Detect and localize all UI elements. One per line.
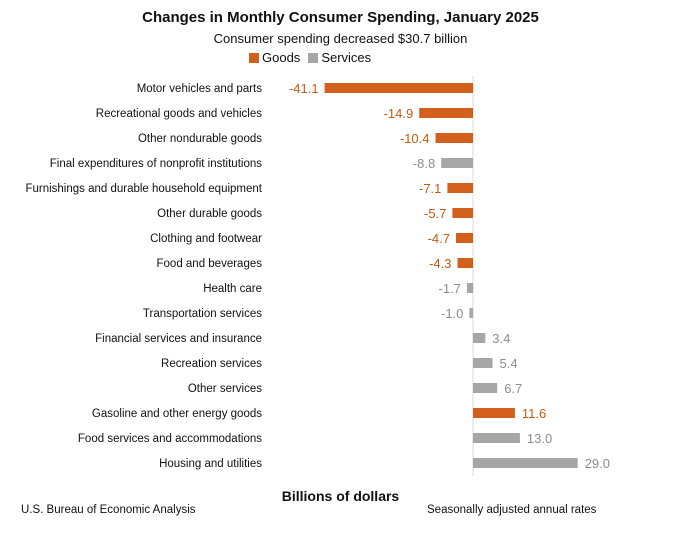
category-label: Furnishings and durable household equipm…	[25, 183, 262, 195]
data-label: -7.1	[419, 181, 441, 196]
category-label: Food services and accommodations	[78, 433, 262, 445]
data-label: -8.8	[413, 156, 435, 171]
legend-swatch-services	[308, 52, 319, 63]
category-label: Final expenditures of nonprofit institut…	[50, 158, 262, 170]
category-label: Recreation services	[161, 358, 262, 370]
x-axis-label: Billions of dollars	[281, 488, 400, 504]
data-label: -1.7	[438, 281, 460, 296]
bar	[473, 383, 498, 393]
legend-label-services: Services	[321, 50, 372, 65]
category-label: Other nondurable goods	[138, 133, 262, 145]
bar	[473, 358, 493, 368]
category-label: Gasoline and other energy goods	[92, 408, 262, 420]
bar	[456, 233, 473, 243]
data-label: -14.9	[384, 106, 414, 121]
bar	[466, 283, 473, 293]
bar	[457, 258, 473, 268]
category-label: Food and beverages	[157, 258, 263, 270]
data-label: -10.4	[400, 131, 430, 146]
bar	[473, 408, 515, 418]
bar	[447, 183, 473, 193]
category-label: Motor vehicles and parts	[137, 83, 263, 95]
data-label: 6.7	[504, 381, 522, 396]
category-label: Clothing and footwear	[150, 233, 262, 245]
chart-subtitle: Consumer spending decreased $30.7 billio…	[213, 31, 468, 46]
data-label: -4.3	[429, 256, 451, 271]
data-label: 13.0	[527, 431, 552, 446]
chart-title: Changes in Monthly Consumer Spending, Ja…	[142, 9, 539, 26]
data-label: 11.6	[522, 406, 546, 421]
bar	[473, 458, 578, 468]
legend-item-services: Services	[308, 50, 371, 65]
legend-label-goods: Goods	[262, 50, 301, 65]
category-label: Health care	[203, 283, 262, 295]
category-label: Housing and utilities	[159, 458, 262, 470]
data-label: -41.1	[289, 81, 319, 96]
category-label: Other services	[188, 383, 262, 395]
data-label: -5.7	[424, 206, 446, 221]
data-label: -4.7	[428, 231, 450, 246]
category-label: Transportation services	[143, 308, 262, 320]
bar	[435, 133, 473, 143]
category-label: Recreational goods and vehicles	[96, 108, 262, 120]
data-label: 3.4	[492, 331, 510, 346]
legend: Goods Services	[249, 50, 379, 65]
source-note: U.S. Bureau of Economic Analysis	[21, 504, 196, 516]
legend-swatch-goods	[249, 52, 259, 63]
bar	[419, 108, 473, 118]
rate-note: Seasonally adjusted annual rates	[427, 504, 597, 516]
bar	[473, 433, 520, 443]
bar	[441, 158, 473, 168]
category-label: Other durable goods	[157, 208, 262, 220]
data-label: -1.0	[441, 306, 463, 321]
bar	[469, 308, 473, 318]
data-label: 5.4	[500, 356, 518, 371]
data-label: 29.0	[585, 456, 610, 471]
bar	[324, 83, 473, 93]
bar	[452, 208, 473, 218]
legend-item-goods: Goods	[249, 50, 300, 65]
bar	[473, 333, 486, 343]
category-label: Financial services and insurance	[95, 333, 262, 345]
